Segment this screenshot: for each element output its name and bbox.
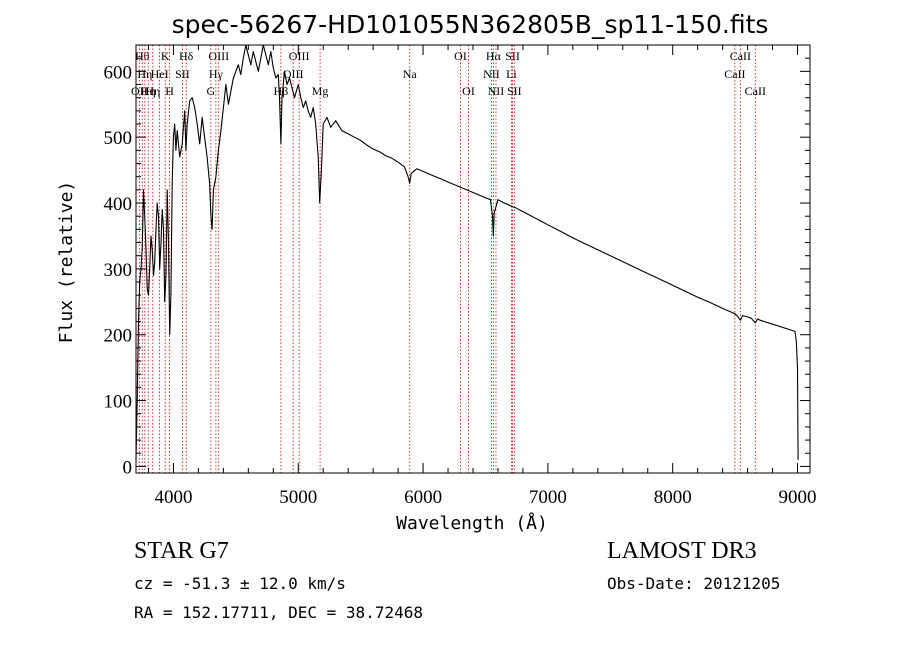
x-tick-label: 6000 bbox=[404, 487, 442, 508]
line-marker-label: NII bbox=[483, 67, 500, 81]
line-marker-label: OIII bbox=[283, 67, 304, 81]
survey-name: LAMOST DR3 bbox=[607, 538, 757, 564]
line-marker-label: Hη bbox=[141, 84, 156, 98]
y-tick-label: 200 bbox=[104, 326, 133, 347]
x-tick-label: 7000 bbox=[529, 487, 567, 508]
line-marker-label: OIII bbox=[208, 49, 229, 63]
line-marker-label: Hδ bbox=[179, 49, 194, 63]
line-marker-label: Hγ bbox=[209, 67, 224, 81]
line-marker-label: OI bbox=[454, 49, 467, 63]
x-tick-label: 9000 bbox=[779, 487, 817, 508]
line-marker-label: HeI bbox=[151, 67, 169, 81]
object-class: STAR G7 bbox=[134, 538, 229, 564]
emission-line-markers: OIIHθHηHηHηHeIKHSIIHδGHγOIIIHβOIIIOIIIMg… bbox=[131, 45, 766, 473]
y-tick-label: 400 bbox=[104, 194, 133, 215]
line-marker-label: Li bbox=[506, 67, 517, 81]
y-axis-ticks: 0 100 200 300 400 500 600 bbox=[104, 44, 810, 478]
line-marker-label: SII bbox=[505, 49, 520, 63]
y-tick-label: 500 bbox=[104, 128, 133, 149]
line-marker-label: K bbox=[161, 49, 170, 63]
line-marker-label: Hβ bbox=[274, 84, 289, 98]
line-marker-label: OIII bbox=[289, 49, 310, 63]
redshift-value: cz = -51.3 ± 12.0 km/s bbox=[134, 574, 346, 593]
line-marker-label: Mg bbox=[312, 84, 329, 98]
y-tick-label: 300 bbox=[104, 260, 133, 281]
x-axis-ticks: 4000 5000 6000 7000 8000 9000 bbox=[147, 45, 817, 508]
x-axis-label: Wavelength (Å) bbox=[396, 512, 548, 534]
line-marker-label: Hα bbox=[486, 49, 502, 63]
plot-frame bbox=[135, 44, 811, 474]
line-marker-label: OII bbox=[131, 84, 148, 98]
chart-title: spec-56267-HD101055N362805B_sp11-150.fit… bbox=[172, 10, 769, 39]
x-tick-label: 5000 bbox=[279, 487, 317, 508]
observation-date: Obs-Date: 20121205 bbox=[607, 574, 781, 593]
y-tick-label: 0 bbox=[123, 457, 133, 478]
y-tick-label: 600 bbox=[104, 62, 133, 83]
line-marker-label: CaII bbox=[745, 84, 766, 98]
line-marker-label: Na bbox=[403, 67, 418, 81]
line-marker-label: CaII bbox=[724, 67, 745, 81]
x-tick-label: 8000 bbox=[654, 487, 692, 508]
line-marker-label: SII bbox=[175, 67, 190, 81]
line-marker-label: OI bbox=[462, 84, 475, 98]
y-tick-label: 100 bbox=[104, 392, 133, 413]
line-marker-label: Hθ bbox=[135, 49, 150, 63]
coordinates: RA = 152.17711, DEC = 38.72468 bbox=[134, 603, 423, 622]
line-marker-label: NII bbox=[488, 84, 505, 98]
y-axis-label: Flux (relative) bbox=[56, 181, 77, 344]
line-marker-label: SII bbox=[507, 84, 522, 98]
line-marker-label: Hη bbox=[145, 84, 160, 98]
line-marker-label: CaII bbox=[730, 49, 751, 63]
spectrum-line bbox=[135, 44, 799, 460]
line-marker-label: G bbox=[207, 84, 216, 98]
spectrum-plot bbox=[135, 44, 799, 460]
x-tick-label: 4000 bbox=[154, 487, 192, 508]
line-marker-label: H bbox=[165, 84, 174, 98]
